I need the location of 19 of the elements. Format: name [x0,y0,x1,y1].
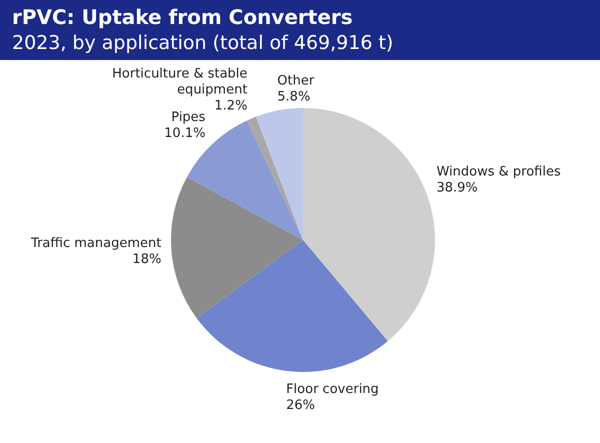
pie-slice [196,240,388,372]
data-label: 26% [286,398,315,413]
slice-label: Windows & profiles [436,164,561,180]
data-label: 18% [132,252,162,267]
chart-title: rPVC: Uptake from Converters [12,4,354,30]
pie-slice [303,108,435,342]
pie-slice [256,108,303,240]
slice-label: Pipes [171,110,206,125]
slice-label: Floor covering [286,382,379,397]
slice-label: Traffic management [30,236,162,251]
chart-subtitle: 2023, by application (total of 469,916 t) [12,31,394,56]
slice-label: Horticulture & stable equipment [112,66,248,98]
slice-label: Other [277,73,315,88]
data-label: 10.1% [164,126,206,141]
data-label: 5.8% [277,89,310,104]
data-label: 1.2% [214,98,248,114]
pie-slice [171,177,303,318]
data-label: 38.9% [436,180,478,196]
pie-slice [246,116,303,240]
